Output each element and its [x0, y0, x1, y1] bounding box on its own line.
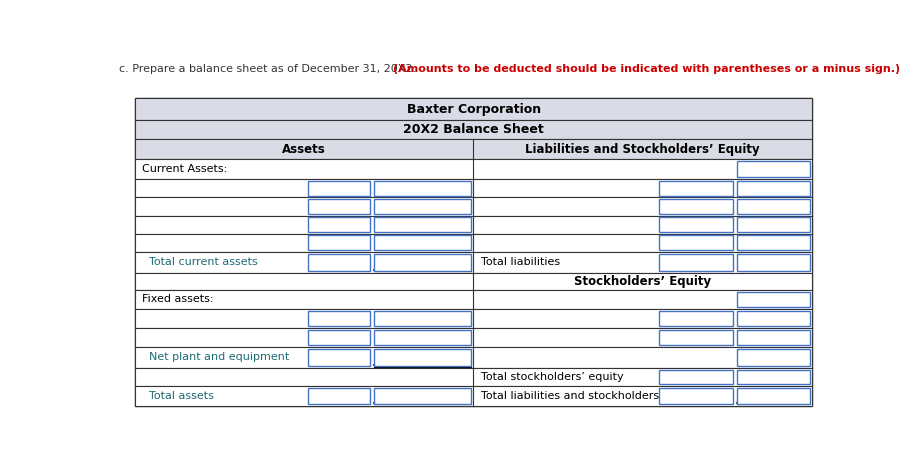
Bar [135, 98, 811, 406]
Bar [373, 388, 471, 404]
Bar [308, 217, 369, 232]
Bar [308, 349, 369, 366]
Bar [737, 292, 810, 307]
Text: 0: 0 [460, 352, 467, 363]
Text: Assets: Assets [282, 143, 325, 156]
Bar [737, 217, 810, 232]
Bar [373, 254, 471, 271]
Bar [737, 199, 810, 214]
Text: $: $ [743, 391, 751, 401]
Text: (Amounts to be deducted should be indicated with parentheses or a minus sign.): (Amounts to be deducted should be indica… [392, 64, 899, 75]
Bar [737, 388, 810, 404]
Bar [135, 216, 811, 234]
Bar [658, 199, 732, 214]
Text: $: $ [743, 257, 751, 267]
Text: $: $ [380, 352, 388, 363]
Bar [737, 254, 810, 271]
Bar [135, 139, 811, 159]
Bar [135, 197, 811, 216]
Text: $: $ [380, 391, 388, 401]
Bar [135, 234, 811, 252]
Bar [658, 311, 732, 326]
Bar [308, 235, 369, 250]
Text: Total current assets: Total current assets [142, 257, 257, 267]
Bar [737, 235, 810, 250]
Text: 20X2 Balance Sheet: 20X2 Balance Sheet [403, 123, 543, 136]
Bar [135, 159, 811, 179]
Bar [135, 290, 811, 309]
Text: Total liabilities: Total liabilities [481, 257, 560, 267]
Text: Total assets: Total assets [142, 391, 214, 401]
Bar [135, 273, 811, 290]
Bar [658, 254, 732, 271]
Bar [135, 179, 811, 197]
Text: 0: 0 [799, 372, 806, 382]
Bar [737, 181, 810, 196]
Text: $: $ [743, 372, 751, 382]
Text: 0: 0 [799, 391, 806, 401]
Bar [373, 181, 471, 196]
Bar [737, 161, 810, 177]
Bar [135, 347, 811, 368]
Bar [373, 199, 471, 214]
Bar [373, 311, 471, 326]
Bar [373, 217, 471, 232]
Text: 0: 0 [460, 257, 467, 267]
Text: Total liabilities and stockholders’ equity: Total liabilities and stockholders’ equi… [481, 391, 701, 401]
Text: Total stockholders’ equity: Total stockholders’ equity [481, 372, 623, 382]
Bar [658, 330, 732, 345]
Bar [135, 368, 811, 386]
Bar [658, 181, 732, 196]
Bar [373, 235, 471, 250]
Bar [737, 349, 810, 366]
Bar [308, 254, 369, 271]
Bar [658, 388, 732, 404]
Bar [308, 311, 369, 326]
Bar [135, 328, 811, 347]
Bar [737, 311, 810, 326]
Bar [135, 98, 811, 120]
Text: Baxter Corporation: Baxter Corporation [406, 103, 540, 116]
Text: c. Prepare a balance sheet as of December 31, 20X2.: c. Prepare a balance sheet as of Decembe… [119, 64, 419, 75]
Text: Net plant and equipment: Net plant and equipment [142, 352, 289, 363]
Bar [308, 181, 369, 196]
Text: 0: 0 [460, 391, 467, 401]
Text: 0: 0 [799, 257, 806, 267]
Bar [373, 349, 471, 366]
Text: $: $ [380, 257, 388, 267]
Bar [308, 199, 369, 214]
Bar [135, 120, 811, 139]
Text: Stockholders’ Equity: Stockholders’ Equity [573, 275, 710, 288]
Bar [373, 330, 471, 345]
Bar [737, 370, 810, 384]
Bar [135, 252, 811, 273]
Bar [737, 330, 810, 345]
Bar [658, 217, 732, 232]
Bar [308, 330, 369, 345]
Bar [135, 309, 811, 328]
Bar [658, 370, 732, 384]
Text: Current Assets:: Current Assets: [142, 164, 227, 174]
Bar [308, 388, 369, 404]
Bar [658, 235, 732, 250]
Bar [135, 386, 811, 406]
Text: Fixed assets:: Fixed assets: [142, 294, 213, 305]
Text: Liabilities and Stockholders’ Equity: Liabilities and Stockholders’ Equity [525, 143, 759, 156]
